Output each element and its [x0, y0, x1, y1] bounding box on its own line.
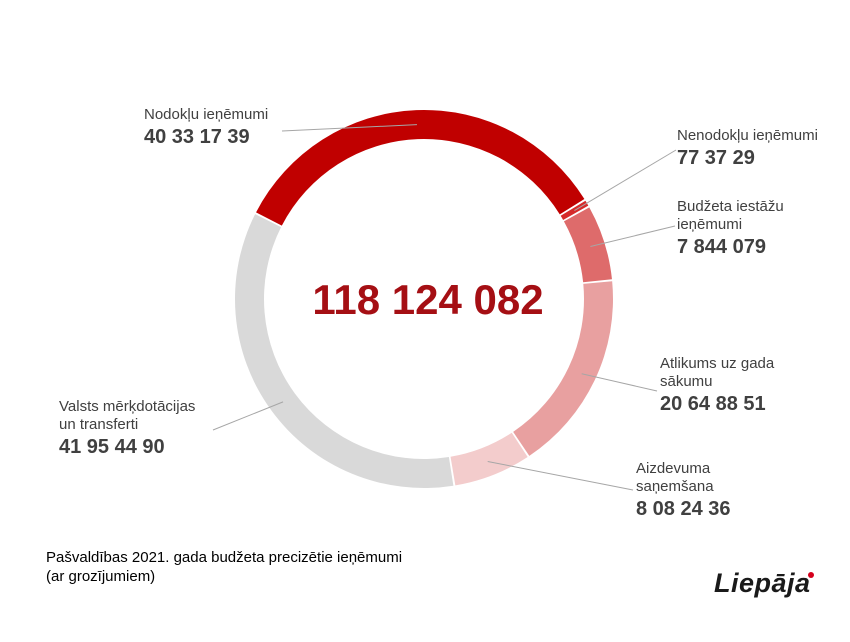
- label-valsts-value: 41 95 44 90: [59, 436, 165, 458]
- leader-line-budzeta-iestazu: [590, 225, 676, 247]
- label-valsts-name: Valsts mērķdotācijas un transferti: [59, 398, 196, 433]
- donut-slice-atlikums: [513, 281, 613, 456]
- leader-line-aizdevuma: [487, 460, 634, 491]
- label-atlikums-name: Atlikums uz gada sākumu: [660, 355, 775, 390]
- donut-slice-valsts: [234, 214, 454, 488]
- logo-dot-icon: [808, 572, 814, 578]
- leader-line-valsts: [212, 401, 284, 431]
- leader-line-atlikums: [581, 373, 658, 392]
- label-nodoklu-value: 40 33 17 39: [144, 126, 250, 148]
- leader-line-nodoklu: [281, 124, 417, 132]
- label-nenodoklu-value: 77 37 29: [677, 147, 755, 169]
- label-budzeta-iestazu-name: Budžeta iestāžu ieņēmumi: [677, 198, 784, 233]
- label-nodoklu-name: Nodokļu ieņēmumi: [144, 106, 269, 123]
- label-nenodoklu: Nenodokļu ieņēmumi 77 37 29: [677, 127, 818, 171]
- label-valsts: Valsts mērķdotācijas un transferti 41 95…: [59, 398, 195, 460]
- chart-caption: Pašvaldības 2021. gada budžeta precizēti…: [46, 549, 403, 585]
- label-atlikums-value: 20 64 88 51: [660, 393, 766, 415]
- donut-slice-aizdevuma: [450, 432, 528, 486]
- leader-line-nenodoklu: [574, 149, 677, 211]
- donut-slice-budzeta-iestazu: [563, 207, 612, 283]
- label-budzeta-iestazu-value: 7 844 079: [677, 236, 766, 258]
- label-nenodoklu-name: Nenodokļu ieņēmumi: [677, 127, 818, 144]
- label-aizdevuma-value: 8 08 24 36: [636, 498, 731, 520]
- label-nodoklu: Nodokļu ieņēmumi 40 33 17 39: [144, 106, 268, 150]
- label-aizdevuma-name: Aizdevuma saņemšana: [636, 460, 714, 495]
- donut-slice-nodoklu: [256, 109, 585, 226]
- label-budzeta-iestazu: Budžeta iestāžu ieņēmumi 7 844 079: [677, 198, 784, 260]
- label-atlikums: Atlikums uz gada sākumu 20 64 88 51: [660, 355, 774, 417]
- label-aizdevuma: Aizdevuma saņemšana 8 08 24 36: [636, 460, 731, 522]
- liepaja-logo: Liepāja: [714, 568, 811, 598]
- total-value: 118 124 082: [312, 276, 544, 323]
